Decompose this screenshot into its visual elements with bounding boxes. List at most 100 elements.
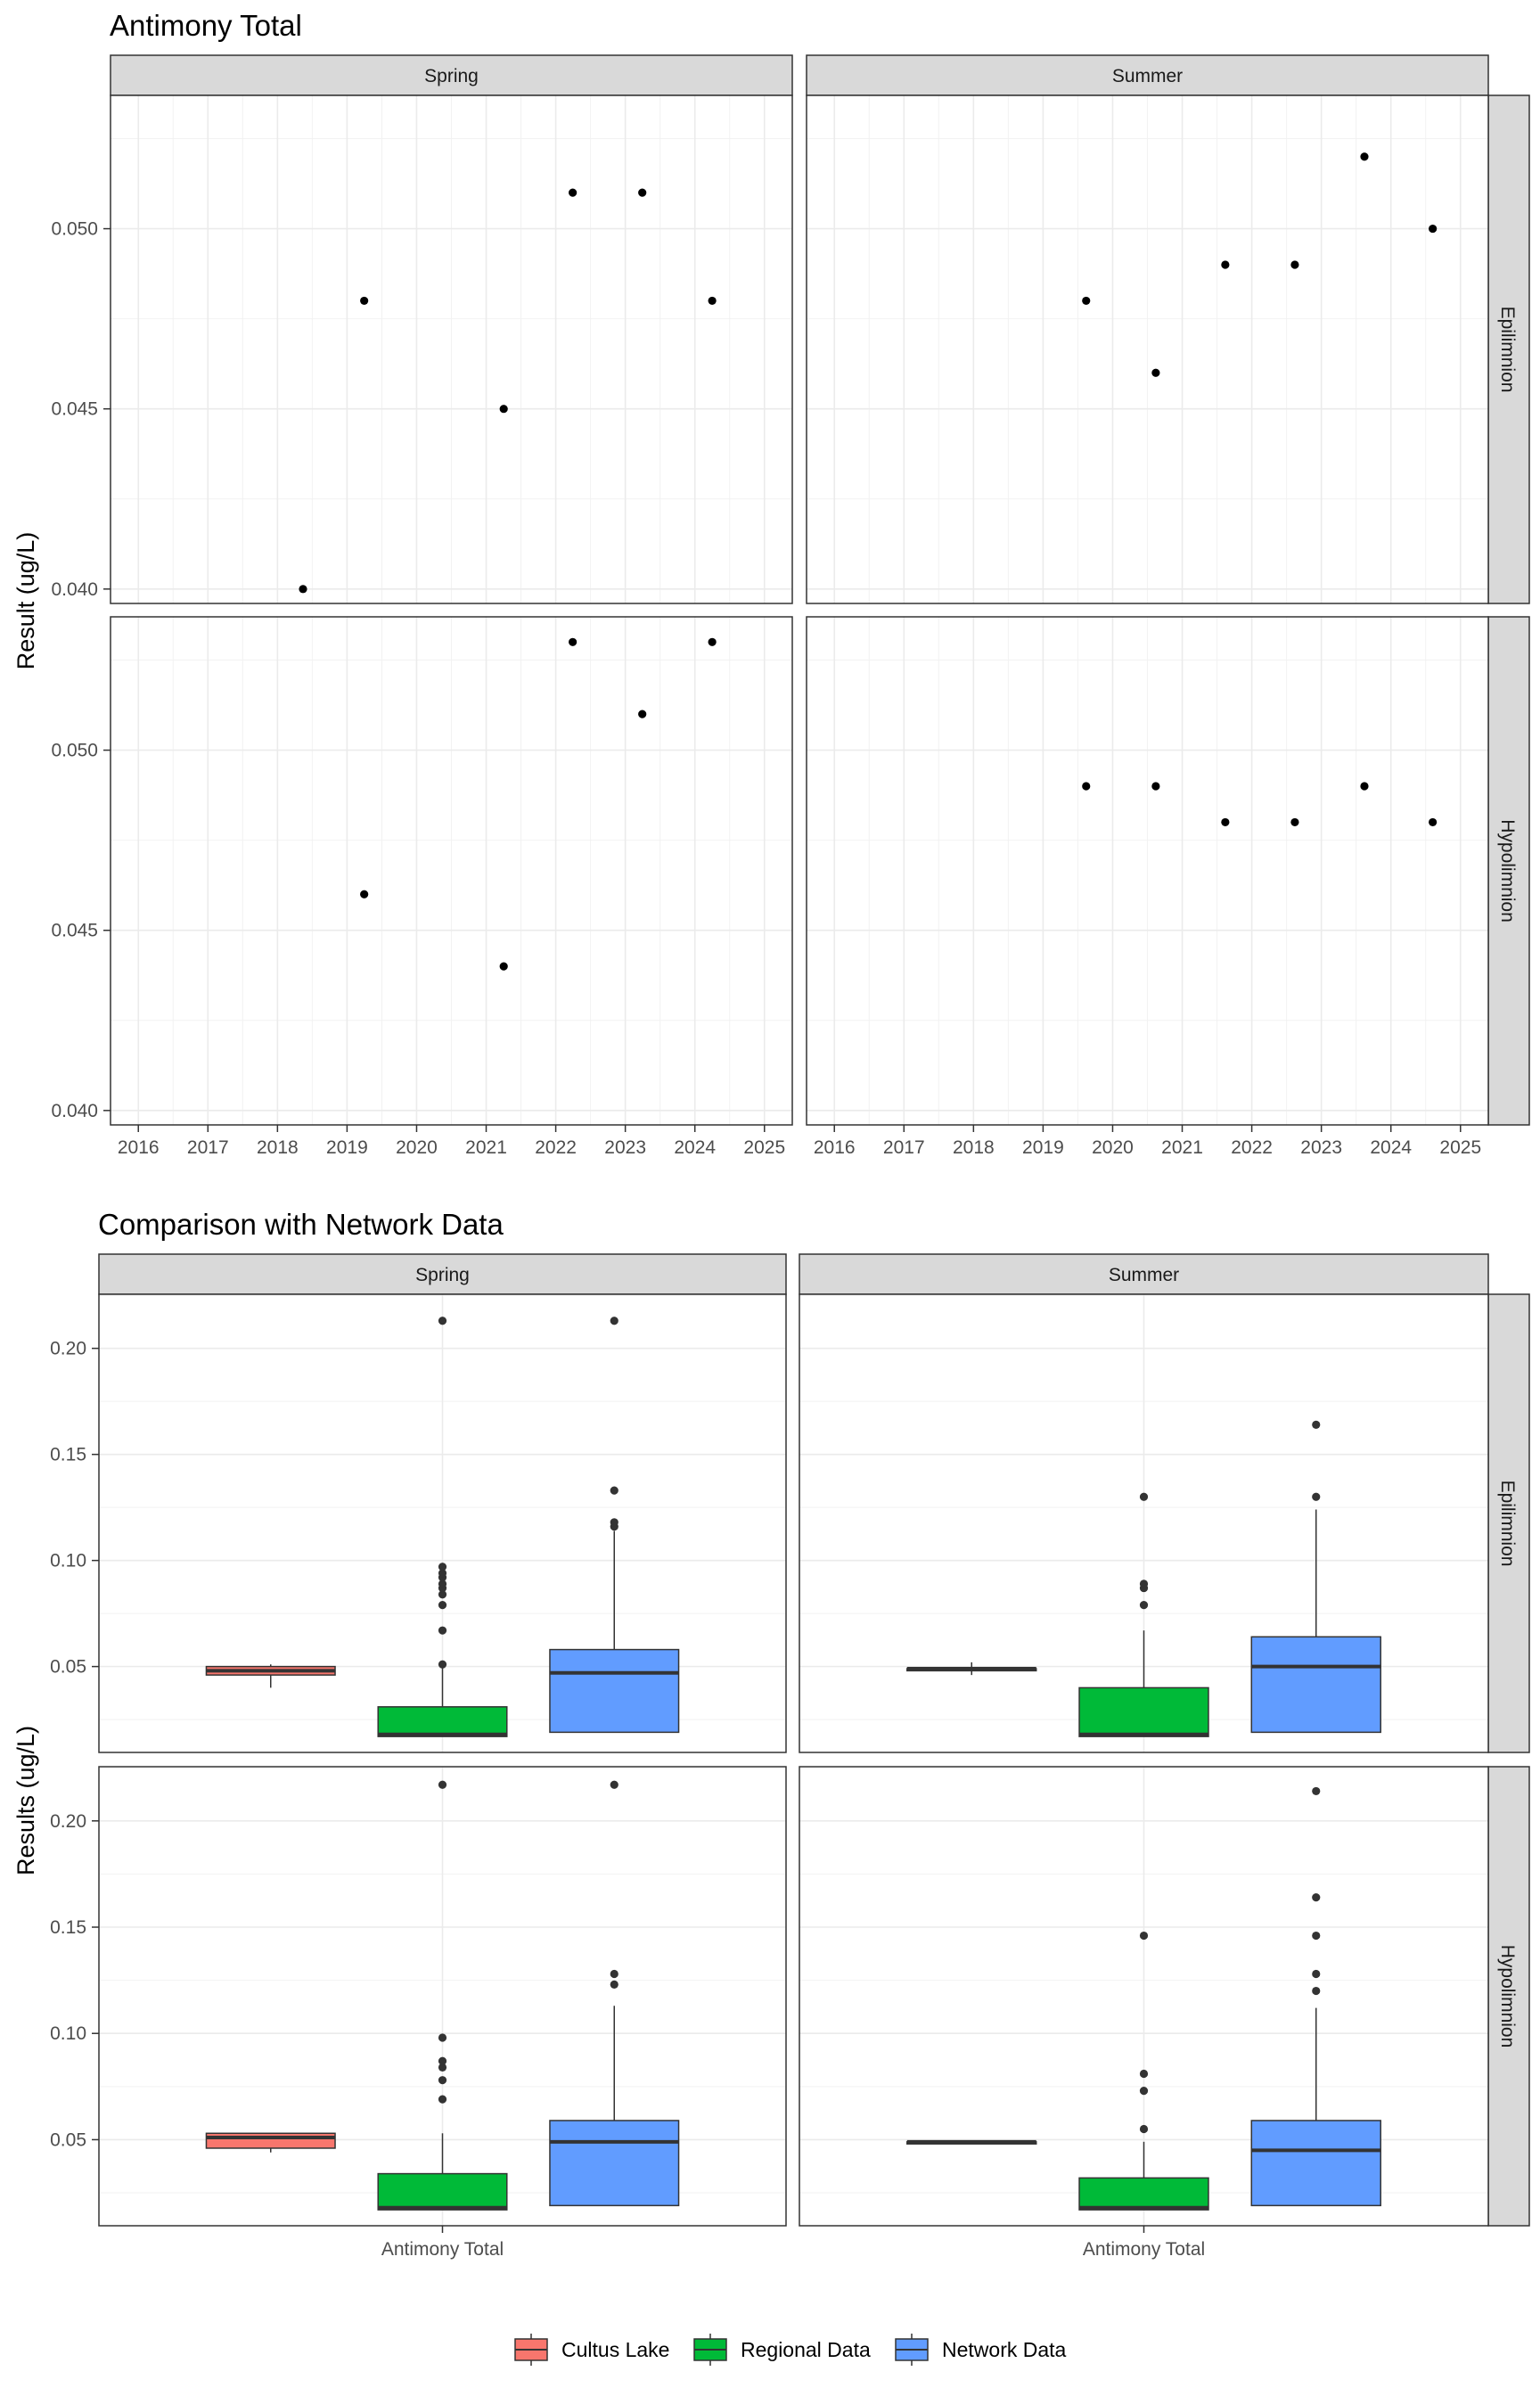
y-axis-hypolimnion: 0.040 0.045 0.050 (51, 741, 111, 1121)
x-tick-label: 2024 (1370, 1137, 1412, 1158)
facet-strip-spring: Spring (98, 1253, 787, 1295)
box-outlier (1312, 1931, 1321, 1941)
panel-spring-hypolimnion (98, 1766, 787, 2227)
data-point (499, 405, 508, 414)
strip-label: Spring (424, 66, 479, 86)
box-body (205, 2132, 336, 2149)
box-outlier (438, 2056, 447, 2065)
x-axis-spring: Antimony Total (381, 2226, 504, 2260)
panel-summer-hypolimnion (799, 1766, 1489, 2227)
facet-strip-hypolimnion: Hypolimnion (1487, 1766, 1530, 2227)
x-axis-summer: Antimony Total (1083, 2226, 1205, 2260)
box-body (1078, 2177, 1209, 2211)
data-point (1221, 260, 1230, 269)
legend-item-network-data: Network Data (895, 2334, 1067, 2366)
box-outlier (1139, 1492, 1149, 1501)
y-tick-label: 0.040 (51, 579, 98, 600)
x-tick-label: 2016 (118, 1137, 160, 1158)
box-outlier (1139, 1931, 1149, 1941)
y-tick-label: 0.20 (50, 1339, 86, 1359)
data-point (638, 188, 647, 197)
panel-spring-epilimnion (110, 94, 793, 604)
x-tick-label: 2017 (187, 1137, 229, 1158)
y-axis-epilimnion: 0.05 0.10 0.15 0.20 (50, 1339, 99, 1678)
panel-spring-hypolimnion (110, 616, 793, 1126)
data-point (708, 637, 717, 646)
box-outlier (438, 1601, 447, 1610)
y-axis-title: Results (ug/L) (12, 1726, 39, 1875)
data-point (1429, 817, 1438, 827)
box-outlier (438, 1780, 447, 1789)
data-point (1151, 782, 1160, 791)
y-axis-title: Result (ug/L) (12, 532, 39, 670)
box-outlier (438, 1590, 447, 1599)
panel-summer-epilimnion (806, 94, 1489, 604)
y-tick-label: 0.15 (50, 1917, 86, 1938)
data-point (1290, 817, 1299, 827)
panel-border (799, 1293, 1489, 1753)
box-body (1250, 1636, 1381, 1734)
data-point (499, 962, 508, 971)
legend-item-regional-data: Regional Data (693, 2334, 871, 2366)
data-point (360, 296, 369, 306)
box-outlier (1312, 1420, 1321, 1429)
x-axis-summer: 2016 2017 2018 2019 2020 2021 2022 2023 2024 2025 (814, 1125, 1481, 1158)
box-outlier (438, 1626, 447, 1635)
y-tick-label: 0.10 (50, 1551, 86, 1571)
box-outlier (1312, 1786, 1321, 1796)
box-outlier (1139, 2086, 1149, 2096)
data-point (638, 710, 647, 718)
facet-strip-hypolimnion: Hypolimnion (1487, 616, 1530, 1126)
data-point (708, 296, 717, 306)
facet-strip-epilimnion: Epilimnion (1487, 94, 1530, 604)
strip-label: Hypolimnion (1497, 819, 1518, 923)
x-tick-label: 2025 (1439, 1137, 1481, 1158)
box-outlier (610, 1969, 618, 1979)
y-tick-label: 0.050 (51, 741, 98, 761)
legend-item-cultus-lake: Cultus Lake (514, 2334, 669, 2366)
chart-title: Comparison with Network Data (98, 1208, 504, 1241)
box-outlier (1312, 1986, 1321, 1996)
strip-label: Epilimnion (1497, 1481, 1518, 1567)
panel-spring-epilimnion (98, 1293, 787, 1753)
data-point (1082, 296, 1091, 306)
x-tick-label: 2025 (743, 1137, 785, 1158)
data-point (1151, 368, 1160, 377)
box-outlier (610, 1780, 618, 1789)
box-body (377, 1706, 508, 1737)
box-outlier (438, 2063, 447, 2072)
box-outlier (610, 1518, 618, 1527)
x-tick-label: 2023 (604, 1137, 646, 1158)
box-body (1078, 1686, 1209, 1737)
y-tick-label: 0.10 (50, 2023, 86, 2044)
strip-label: Hypolimnion (1497, 1945, 1518, 2048)
box-body (549, 1648, 680, 1734)
legend: Cultus Lake Regional Data Network Data (514, 2334, 1067, 2366)
x-tick-label: 2019 (326, 1137, 368, 1158)
strip-label: Spring (415, 1265, 470, 1285)
box-body (549, 2120, 680, 2207)
panel-border (806, 94, 1489, 604)
data-point (1429, 224, 1438, 234)
x-tick-label: 2018 (953, 1137, 995, 1158)
x-tick-label: 2018 (257, 1137, 299, 1158)
panel-border (110, 94, 793, 604)
facet-strip-spring: Spring (110, 54, 793, 96)
x-tick-label: Antimony Total (381, 2239, 504, 2260)
data-point (1082, 782, 1091, 791)
x-tick-label: 2023 (1300, 1137, 1342, 1158)
legend-label: Cultus Lake (561, 2338, 669, 2361)
data-point (1290, 260, 1299, 269)
panel-summer-hypolimnion (806, 616, 1489, 1126)
box-outlier (1139, 1580, 1149, 1588)
y-tick-label: 0.050 (51, 219, 98, 240)
legend-label: Network Data (942, 2338, 1067, 2361)
facet-strip-summer: Summer (806, 54, 1489, 96)
y-axis-hypolimnion: 0.05 0.10 0.15 0.20 (50, 1811, 99, 2150)
facet-strip-summer: Summer (799, 1253, 1489, 1295)
data-point (569, 188, 578, 197)
x-tick-label: 2020 (1092, 1137, 1134, 1158)
panel-border (110, 616, 793, 1126)
box-body (377, 2172, 508, 2211)
x-tick-label: 2024 (674, 1137, 716, 1158)
